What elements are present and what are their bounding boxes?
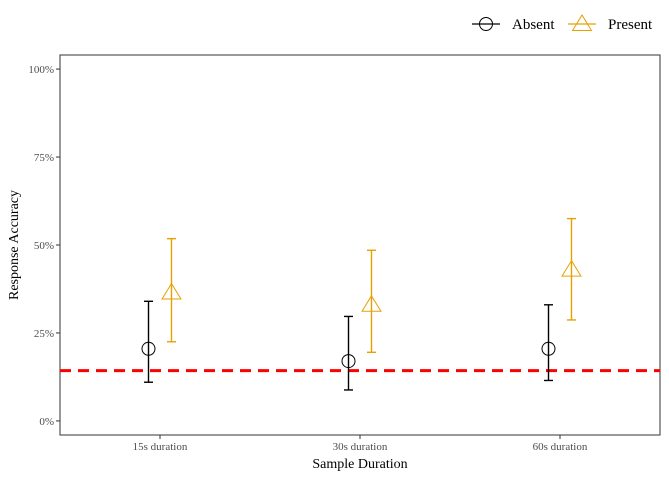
y-tick-label: 100%: [28, 64, 54, 76]
legend-label: Absent: [512, 17, 555, 33]
data-point-present: [561, 259, 582, 277]
data-point-present: [161, 282, 182, 300]
legend-key-absent: [472, 17, 500, 31]
y-axis: 0% 25% 50% 75% 100%: [28, 64, 60, 428]
data-point-present: [361, 294, 382, 312]
y-axis-title: Response Accuracy: [7, 190, 22, 300]
x-tick-label: 15s duration: [133, 441, 188, 453]
y-tick-label: 0%: [39, 416, 54, 428]
y-tick-label: 75%: [34, 152, 54, 164]
data-marks: [141, 217, 582, 391]
circle-icon: [479, 17, 493, 31]
series-absent: [141, 300, 556, 391]
x-tick-label: 60s duration: [533, 441, 588, 453]
x-tick-label: 30s duration: [333, 441, 388, 453]
y-tick-label: 25%: [34, 328, 54, 340]
data-point-absent: [541, 341, 556, 356]
legend-key-present: [568, 14, 596, 31]
data-point-absent: [141, 341, 156, 356]
series-present: [161, 217, 582, 354]
x-axis: 15s duration 30s duration 60s duration: [133, 435, 588, 453]
data-point-absent: [341, 354, 356, 369]
legend: Absent Present: [472, 14, 653, 33]
y-tick-label: 50%: [34, 240, 54, 252]
x-axis-title: Sample Duration: [312, 457, 407, 472]
triangle-icon: [571, 14, 593, 31]
legend-label: Present: [608, 17, 653, 33]
